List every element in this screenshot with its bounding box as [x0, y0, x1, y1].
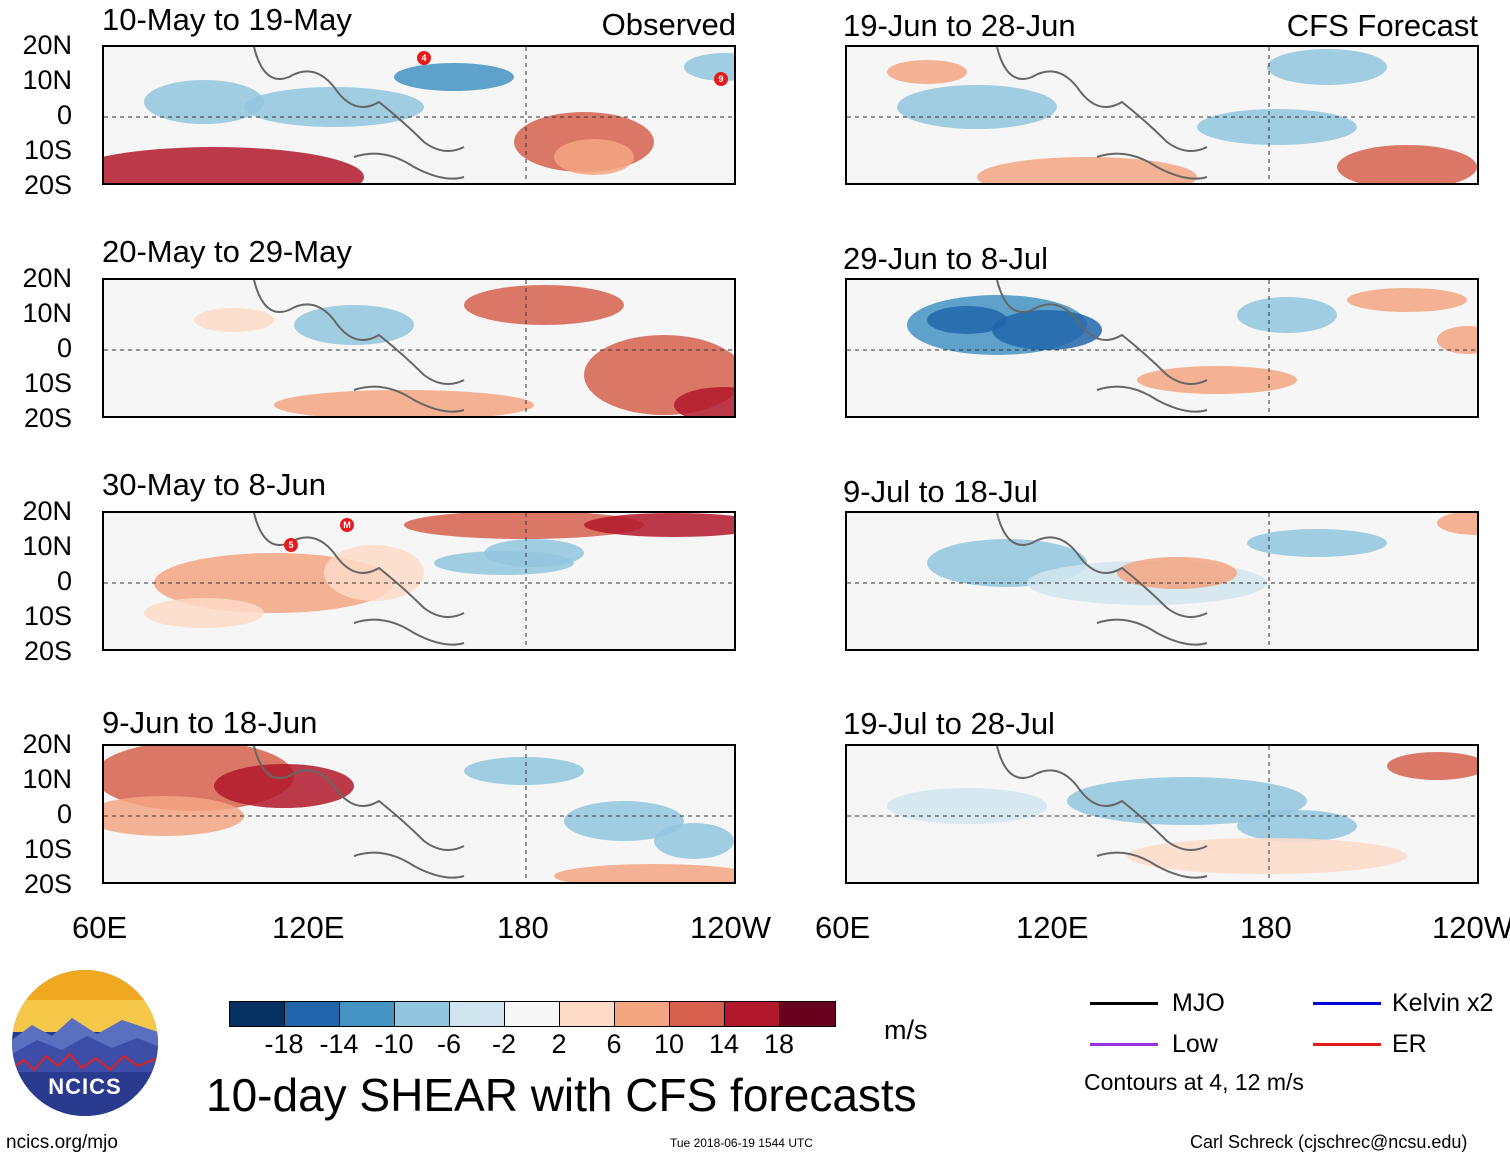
lat-label: 10N: [22, 764, 72, 794]
legend-line-low: [1090, 1043, 1158, 1046]
lat-label: 10S: [23, 834, 72, 864]
colorbar-tick-label: -6: [436, 1029, 461, 1059]
lat-label: 20S: [23, 869, 72, 899]
legend-label-low: Low: [1172, 1030, 1218, 1058]
colorbar-tick-label: 18: [763, 1029, 795, 1059]
lon-label-60e-right: 60E: [815, 910, 871, 945]
panel-title-p1: 10-May to 19-May: [102, 2, 352, 37]
colorbar-units: m/s: [884, 1015, 928, 1045]
shear-map: [104, 280, 734, 416]
lat-label: 20N: [22, 263, 72, 293]
lat-label: 10N: [22, 531, 72, 561]
shear-map: [847, 746, 1477, 882]
shear-map: [104, 513, 734, 649]
colorbar-swatch: [615, 1002, 670, 1026]
colorbar-swatch: [725, 1002, 780, 1026]
lon-label-120w-right: 120W: [1432, 910, 1510, 945]
colorbar-swatch: [230, 1002, 285, 1026]
colorbar-tick-label: 6: [606, 1029, 622, 1059]
storm-marker-icon: 9: [714, 72, 728, 86]
map-panel-p5: [845, 45, 1479, 185]
colorbar-swatch: [395, 1002, 450, 1026]
lat-label: 0: [56, 100, 72, 130]
colorbar-tick-label: 14: [708, 1029, 740, 1059]
main-title: 10-day SHEAR with CFS forecasts: [206, 1069, 917, 1121]
map-panel-p6: [845, 278, 1479, 418]
lat-label: 10S: [23, 368, 72, 398]
footer-timestamp: Tue 2018-06-19 1544 UTC: [670, 1136, 813, 1150]
lat-label: 20S: [23, 636, 72, 666]
map-panel-p8: [845, 744, 1479, 884]
lat-label: 20N: [22, 496, 72, 526]
lat-label: 10S: [23, 601, 72, 631]
colorbar-swatch: [780, 1002, 835, 1026]
ncics-logo: NCICS: [12, 970, 158, 1116]
panel-title-p4: 9-Jun to 18-Jun: [102, 705, 318, 740]
panel-title-p7: 9-Jul to 18-Jul: [843, 474, 1038, 509]
legend-line-kelvin: [1313, 1002, 1381, 1005]
lon-label-120e-left: 120E: [272, 910, 345, 945]
map-panel-p7: [845, 511, 1479, 651]
panel-tag-forecast: CFS Forecast: [1286, 8, 1478, 43]
legend-line-er: [1313, 1043, 1381, 1046]
colorbar-swatch: [670, 1002, 725, 1026]
panel-title-p5: 19-Jun to 28-Jun: [843, 8, 1076, 43]
lat-label: 20S: [23, 403, 72, 433]
lat-label: 20S: [23, 170, 72, 200]
lat-label: 10N: [22, 65, 72, 95]
map-panel-p4: [102, 744, 736, 884]
colorbar-swatch: [505, 1002, 560, 1026]
colorbar-tick-label: -2: [491, 1029, 516, 1059]
shear-map: [847, 513, 1477, 649]
shear-map: [104, 47, 734, 183]
shear-map: [104, 746, 734, 882]
colorbar-swatch: [560, 1002, 615, 1026]
lat-label: 0: [56, 333, 72, 363]
storm-marker-icon: 5: [284, 538, 298, 552]
panel-title-p8: 19-Jul to 28-Jul: [843, 706, 1055, 741]
footer-author: Carl Schreck (cjschrec@ncsu.edu): [1190, 1132, 1468, 1152]
shear-map: [847, 47, 1477, 183]
panel-title-p6: 29-Jun to 8-Jul: [843, 241, 1049, 276]
lat-label: 10N: [22, 298, 72, 328]
legend-contour-note: Contours at 4, 12 m/s: [1084, 1069, 1304, 1095]
logo-text: NCICS: [48, 1074, 122, 1099]
lat-label: 20N: [22, 30, 72, 60]
lat-label: 0: [56, 566, 72, 596]
lon-label-180-left: 180: [497, 910, 549, 945]
lon-label-180-right: 180: [1240, 910, 1292, 945]
colorbar-tick-label: 2: [551, 1029, 567, 1059]
colorbar-swatch: [450, 1002, 505, 1026]
colorbar-tick-label: 10: [653, 1029, 685, 1059]
map-panel-p2: [102, 278, 736, 418]
lat-label: 20N: [22, 729, 72, 759]
colorbar-swatch: [285, 1002, 340, 1026]
lon-label-120e-right: 120E: [1016, 910, 1089, 945]
lon-label-60e-left: 60E: [72, 910, 128, 945]
panel-tag-observed: Observed: [601, 7, 736, 42]
panel-title-p3: 30-May to 8-Jun: [102, 467, 326, 502]
lat-label: 10S: [23, 135, 72, 165]
storm-marker-icon: M: [340, 518, 354, 532]
lon-label-120w-left: 120W: [690, 910, 771, 945]
storm-marker-icon: 4: [417, 51, 431, 65]
colorbar-tick-label: -10: [374, 1029, 414, 1059]
legend-label-mjo: MJO: [1172, 989, 1225, 1017]
shear-map: [847, 280, 1477, 416]
panel-title-p2: 20-May to 29-May: [102, 234, 352, 269]
legend-label-er: ER: [1392, 1030, 1427, 1058]
legend-line-mjo: [1090, 1002, 1158, 1005]
lat-label: 0: [56, 799, 72, 829]
colorbar: [229, 1001, 836, 1027]
colorbar-swatch: [340, 1002, 395, 1026]
colorbar-tick-label: -18: [264, 1029, 304, 1059]
colorbar-tick-label: -14: [319, 1029, 359, 1059]
legend-label-kelvin: Kelvin x2: [1392, 989, 1494, 1017]
footer-site-link[interactable]: ncics.org/mjo: [6, 1132, 118, 1153]
